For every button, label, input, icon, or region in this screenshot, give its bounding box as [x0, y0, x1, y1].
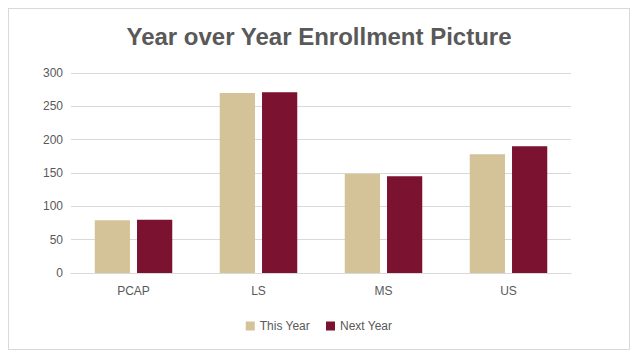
- svg-text:Year over Year Enrollment Pict: Year over Year Enrollment Picture: [126, 23, 511, 50]
- svg-text:MS: MS: [375, 284, 393, 298]
- svg-text:300: 300: [43, 66, 63, 80]
- svg-text:50: 50: [50, 233, 64, 247]
- svg-text:PCAP: PCAP: [117, 284, 150, 298]
- svg-text:This Year: This Year: [260, 319, 310, 333]
- svg-text:200: 200: [43, 133, 63, 147]
- svg-text:150: 150: [43, 166, 63, 180]
- svg-text:0: 0: [56, 266, 63, 280]
- svg-text:Next Year: Next Year: [340, 319, 392, 333]
- svg-text:US: US: [500, 284, 517, 298]
- svg-text:100: 100: [43, 199, 63, 213]
- svg-text:250: 250: [43, 99, 63, 113]
- svg-text:LS: LS: [251, 284, 266, 298]
